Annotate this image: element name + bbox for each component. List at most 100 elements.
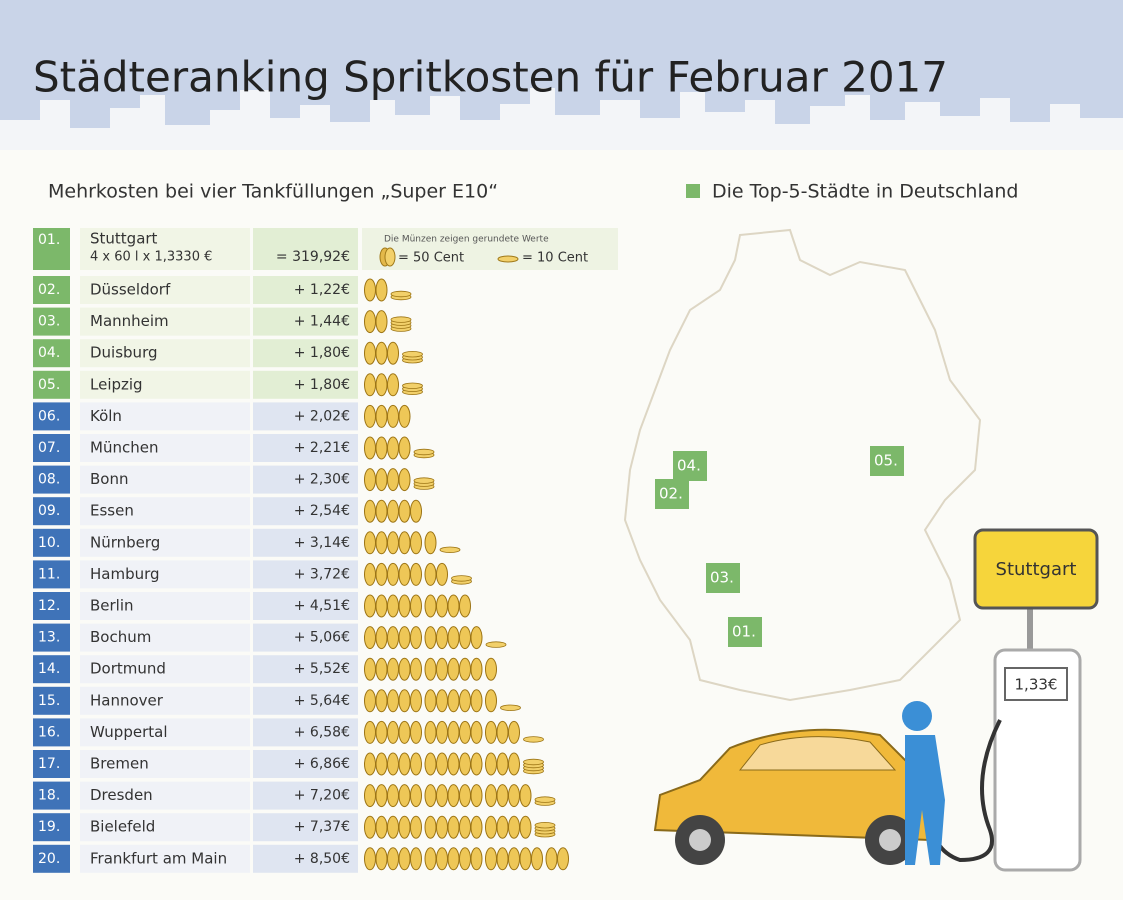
coins-50 bbox=[364, 784, 532, 808]
value-cell bbox=[253, 307, 358, 336]
coins-50 bbox=[364, 310, 388, 334]
rank: 08. bbox=[38, 472, 60, 488]
coin bbox=[387, 341, 399, 365]
name-cell bbox=[80, 813, 250, 842]
germany-outline bbox=[623, 228, 982, 702]
city: Duisburg bbox=[90, 344, 158, 362]
coin bbox=[398, 689, 411, 713]
rank-box bbox=[33, 560, 70, 589]
rank: 04. bbox=[38, 345, 60, 361]
coin bbox=[364, 373, 376, 397]
marker-box bbox=[706, 563, 740, 593]
coin bbox=[534, 822, 556, 829]
marker-label: 03. bbox=[710, 569, 734, 587]
value-cell bbox=[253, 228, 358, 270]
rank-box bbox=[33, 718, 70, 747]
coin bbox=[523, 758, 544, 766]
coin bbox=[470, 657, 483, 681]
value-cell bbox=[253, 781, 358, 810]
coins-50 bbox=[364, 847, 569, 871]
coin bbox=[459, 784, 471, 808]
rank: 14. bbox=[38, 661, 60, 677]
city: Wuppertal bbox=[90, 723, 167, 741]
coin bbox=[447, 689, 460, 713]
coin bbox=[451, 575, 472, 582]
extra-cost: + 7,20€ bbox=[294, 788, 350, 804]
person-head bbox=[902, 701, 932, 731]
pump bbox=[993, 648, 1082, 872]
extra-cost: + 2,02€ bbox=[294, 408, 350, 424]
coin bbox=[485, 784, 497, 808]
name-cell bbox=[80, 844, 250, 873]
value-cell bbox=[253, 560, 358, 589]
rank: 09. bbox=[38, 503, 60, 519]
coin bbox=[398, 468, 411, 492]
name-cell bbox=[80, 339, 250, 368]
coins-50 bbox=[364, 720, 520, 744]
coin bbox=[387, 499, 399, 523]
coins-50 bbox=[364, 626, 483, 650]
coin bbox=[459, 657, 471, 681]
city: Dresden bbox=[90, 786, 153, 804]
value-cell bbox=[253, 813, 358, 842]
coin bbox=[375, 436, 388, 460]
coin bbox=[375, 373, 388, 397]
coin bbox=[375, 404, 388, 428]
rank: 07. bbox=[38, 440, 60, 456]
extra-cost: + 3,72€ bbox=[294, 566, 350, 582]
coin bbox=[496, 720, 509, 744]
rank-box bbox=[33, 434, 70, 462]
coin bbox=[410, 815, 422, 839]
city: Nürnberg bbox=[90, 533, 160, 551]
extra-cost: + 6,58€ bbox=[294, 724, 350, 740]
coin bbox=[398, 784, 411, 808]
rank-box bbox=[33, 592, 70, 620]
value-cell bbox=[253, 718, 358, 747]
name-cell bbox=[80, 655, 250, 684]
city: Leipzig bbox=[90, 375, 143, 393]
extra-cost: + 7,37€ bbox=[294, 819, 350, 835]
coin bbox=[375, 531, 388, 555]
coin bbox=[500, 704, 521, 711]
coin bbox=[424, 689, 437, 713]
coins-50 bbox=[364, 499, 422, 523]
extra-cost: + 5,64€ bbox=[294, 693, 350, 709]
value-cell bbox=[253, 844, 358, 873]
coin bbox=[398, 531, 411, 555]
coin bbox=[364, 720, 376, 744]
extra-cost: + 1,22€ bbox=[294, 282, 350, 298]
coin-ten: = 10 Cent bbox=[522, 251, 588, 266]
coin bbox=[424, 720, 437, 744]
coin-icon bbox=[497, 255, 519, 263]
coin bbox=[459, 752, 471, 776]
city: Düsseldorf bbox=[90, 281, 171, 299]
coin bbox=[436, 847, 448, 871]
coin bbox=[519, 815, 532, 839]
city: Hamburg bbox=[90, 565, 160, 583]
marker-box bbox=[870, 446, 904, 476]
coin bbox=[398, 847, 411, 871]
coin bbox=[470, 720, 483, 744]
coin bbox=[387, 562, 399, 586]
marker-label: 01. bbox=[732, 623, 756, 641]
rank: 17. bbox=[38, 756, 60, 772]
title: Städteranking Spritkosten für Februar 20… bbox=[33, 53, 948, 102]
hub bbox=[879, 829, 901, 851]
coin bbox=[436, 784, 448, 808]
city: Köln bbox=[90, 407, 122, 425]
coin bbox=[459, 626, 471, 650]
coin bbox=[470, 815, 483, 839]
car-window bbox=[738, 736, 897, 771]
value-cell bbox=[253, 750, 358, 778]
price-display bbox=[1004, 667, 1068, 701]
coin bbox=[459, 689, 471, 713]
value-cell bbox=[253, 465, 358, 494]
coin bbox=[364, 341, 376, 365]
extra-cost: + 5,06€ bbox=[294, 630, 350, 646]
rank: 03. bbox=[38, 314, 60, 330]
rank: 01. bbox=[38, 232, 60, 248]
coin bbox=[485, 641, 507, 648]
coin bbox=[424, 847, 437, 871]
extra-cost: + 3,14€ bbox=[294, 535, 350, 551]
